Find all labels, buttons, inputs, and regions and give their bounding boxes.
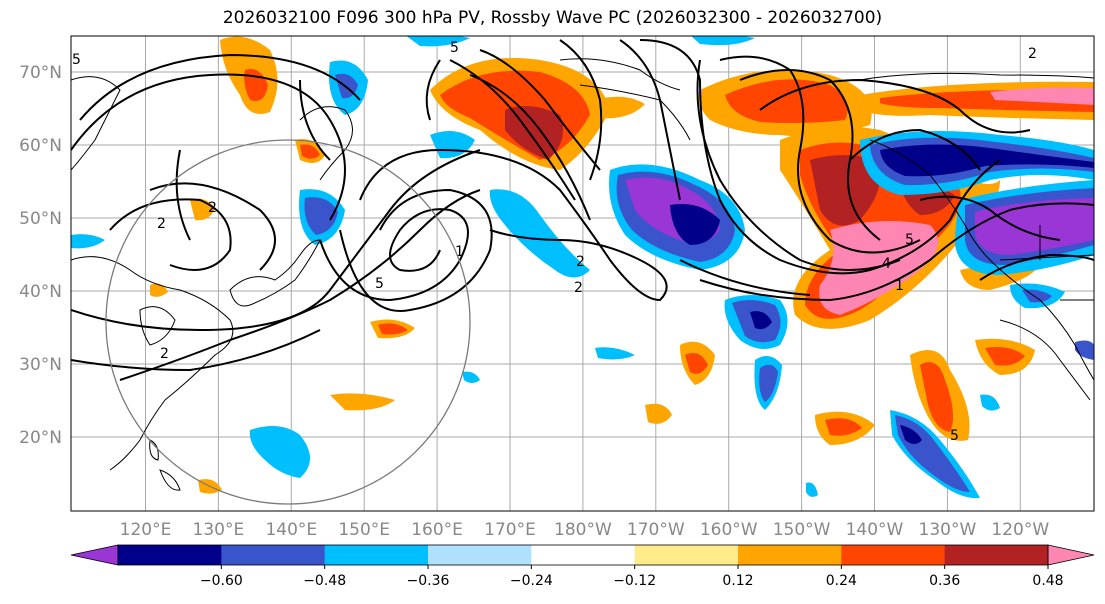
lon-label: 130°W — [919, 520, 977, 540]
lon-label: 140°E — [265, 520, 317, 540]
colorbar-extend-low — [70, 544, 119, 566]
contour-label: 1 — [455, 244, 464, 260]
lon-label: 180°W — [554, 520, 612, 540]
pv-contours — [71, 39, 1094, 381]
colorbar-segment — [841, 545, 946, 565]
colorbar-tick-label: 0.24 — [826, 573, 857, 589]
colorbar: −0.60 −0.48 −0.36 −0.24 −0.12 0.12 0.24 0.36 0.4… — [70, 544, 1095, 589]
contour-label: 2 — [1028, 46, 1037, 62]
map-title: 2026032100 F096 300 hPa PV, Rossby Wave … — [222, 8, 883, 28]
radius-circle — [105, 139, 471, 505]
lon-label: 150°E — [338, 520, 390, 540]
longitude-labels: 120°E 130°E 140°E 150°E 160°E 170°E 180°W 170°W… — [120, 520, 1050, 540]
colorbar-segment — [428, 545, 532, 565]
contour-label: 2 — [157, 216, 166, 232]
lat-label: 30°N — [19, 355, 62, 375]
colorbar-tick-label: −0.12 — [613, 573, 656, 589]
coastlines — [71, 58, 1094, 491]
contour-label: 1 — [895, 278, 904, 294]
contour-label: 2 — [574, 280, 583, 296]
map-plot-area: 5 2 2 2 1 5 2 5 2 1 4 5 2 5 — [71, 36, 1094, 511]
colorbar-segment — [324, 545, 429, 565]
colorbar-tick-label: −0.60 — [200, 573, 243, 589]
colorbar-segment — [634, 545, 739, 565]
lon-label: 130°E — [193, 520, 245, 540]
lon-label: 120°E — [120, 520, 172, 540]
contour-label: 5 — [450, 40, 459, 56]
lat-label: 40°N — [19, 282, 62, 302]
contour-label: 5 — [950, 428, 959, 444]
lon-label: 160°W — [700, 520, 758, 540]
colorbar-tick-label: 0.12 — [722, 573, 753, 589]
lon-label: 160°E — [411, 520, 463, 540]
lat-label: 60°N — [19, 136, 62, 156]
colorbar-segment — [531, 545, 636, 565]
colorbar-extend-high — [1047, 544, 1095, 566]
latitude-labels: 70°N 60°N 50°N 40°N 30°N 20°N — [19, 63, 62, 448]
colorbar-tick-label: 0.48 — [1032, 573, 1063, 589]
colorbar-tick-label: −0.24 — [510, 573, 553, 589]
colorbar-segment — [738, 545, 842, 565]
lon-label: 170°W — [627, 520, 685, 540]
lon-label: 170°E — [484, 520, 536, 540]
colorbar-tick-label: −0.36 — [407, 573, 450, 589]
lat-label: 50°N — [19, 209, 62, 229]
map-frame — [70, 35, 1095, 512]
colorbar-segment — [221, 545, 326, 565]
contour-label: 2 — [160, 346, 169, 362]
lon-label: 150°W — [773, 520, 831, 540]
contour-label: 2 — [208, 200, 217, 216]
contour-label: 5 — [905, 232, 914, 248]
contour-labels: 5 2 2 2 1 5 2 5 2 1 4 5 2 5 — [72, 40, 1037, 444]
lat-label: 20°N — [19, 428, 62, 448]
colorbar-segment — [118, 545, 222, 565]
lon-label: 140°W — [846, 520, 904, 540]
contour-label: 5 — [72, 52, 81, 68]
lat-label: 70°N — [19, 63, 62, 83]
colorbar-segment — [944, 545, 1049, 565]
colorbar-tick-label: 0.36 — [929, 573, 960, 589]
colorbar-frame — [117, 544, 1049, 566]
colorbar-tick-label: −0.48 — [303, 573, 346, 589]
lon-label: 120°W — [991, 520, 1049, 540]
contour-label: 2 — [576, 254, 585, 270]
contour-label: 5 — [375, 276, 384, 292]
contour-label: 4 — [882, 256, 891, 272]
